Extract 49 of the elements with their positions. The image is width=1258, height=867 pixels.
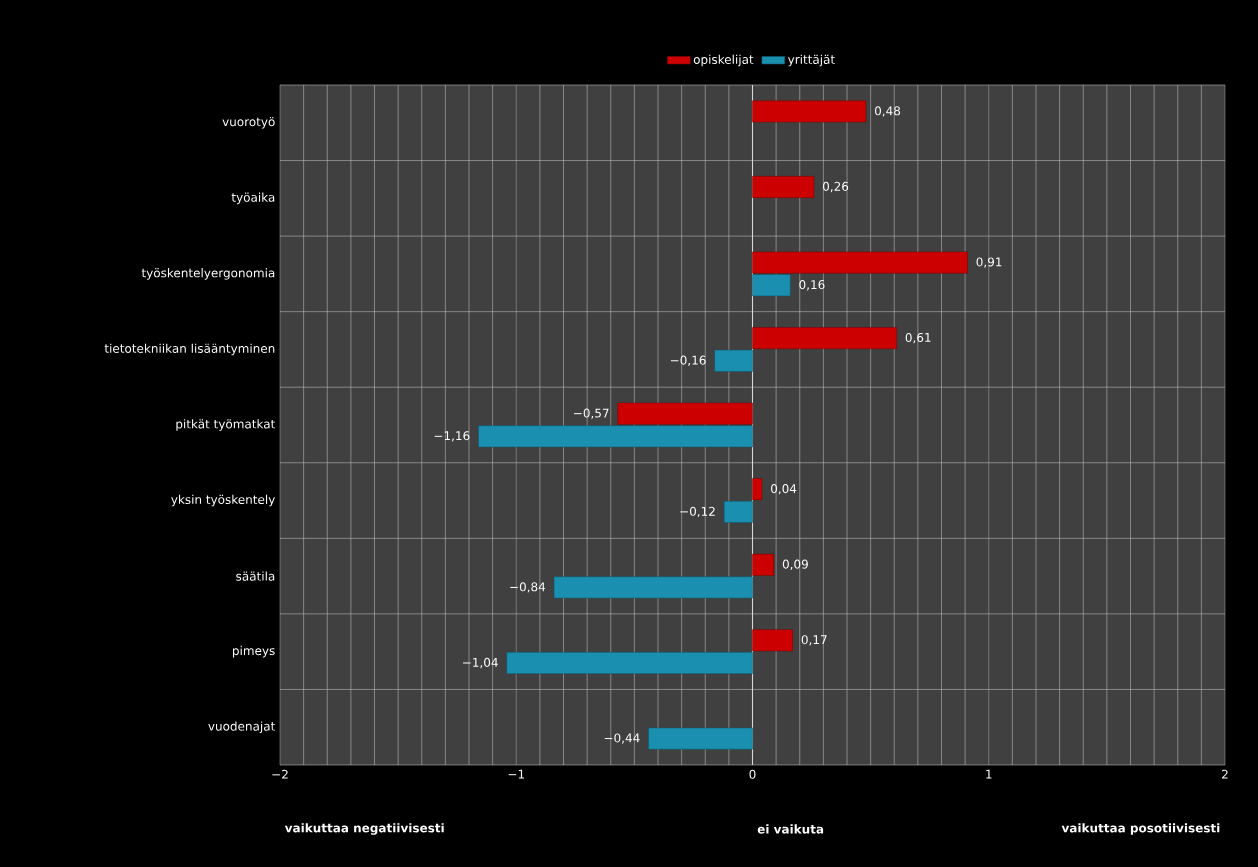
bar [752, 274, 791, 297]
x-tick-label: −2 [272, 769, 288, 779]
bar [553, 576, 753, 599]
y-tick-label: pimeys [233, 645, 275, 658]
bar [506, 652, 753, 674]
x-tick-label: 2 [1222, 769, 1228, 779]
bar [752, 251, 968, 274]
y-tick-label: vuodenajat [208, 721, 276, 734]
legend-label: yrittäjät [787, 54, 835, 67]
bar [752, 176, 815, 198]
data-label: −1,16 [434, 431, 470, 442]
x-tick-label: −1 [508, 769, 524, 779]
x-tick-label: 1 [986, 769, 992, 779]
y-tick-label: säätila [236, 571, 275, 581]
bar [752, 327, 897, 350]
data-label: 0,17 [801, 635, 827, 646]
bar [648, 727, 753, 750]
legend-label: opiskelijat [693, 54, 754, 67]
text: vaikuttaa negatiivisesti [284, 823, 444, 835]
y-tick-label: työaika [231, 192, 275, 205]
bar [752, 478, 763, 501]
data-label: 0,91 [976, 257, 1002, 268]
bar [752, 553, 775, 576]
data-label: −0,44 [604, 733, 640, 744]
data-label: 0,48 [874, 106, 901, 117]
text: vaikuttaa posotiivisesti [1061, 823, 1220, 835]
bar [714, 349, 753, 372]
y-tick-label: tietotekniikan lisääntyminen [104, 343, 275, 356]
y-tick-label: pitkät työmatkat [176, 419, 276, 431]
bar [752, 629, 793, 652]
y-tick-label: yksin työskentely [171, 494, 275, 507]
data-label: −0,84 [510, 582, 546, 593]
y-tick-label: työskentelyergonomia [141, 268, 275, 280]
data-label: 0,26 [822, 181, 849, 193]
text: ei vaikuta [757, 824, 824, 834]
bar [617, 402, 753, 425]
data-label: −0,12 [680, 506, 715, 518]
data-label: 0,09 [782, 559, 808, 570]
data-label: 0,04 [771, 484, 797, 495]
data-label: 0,16 [799, 280, 825, 291]
x-tick-label: 0 [749, 769, 756, 779]
data-label: −1,04 [463, 657, 498, 669]
data-label: 0,61 [905, 332, 931, 344]
bar [752, 100, 867, 123]
data-label: −0,16 [670, 355, 706, 366]
y-tick-label: vuorotyö [222, 116, 275, 129]
bar [723, 500, 753, 523]
bar [478, 425, 753, 448]
data-label: −0,57 [574, 408, 609, 419]
